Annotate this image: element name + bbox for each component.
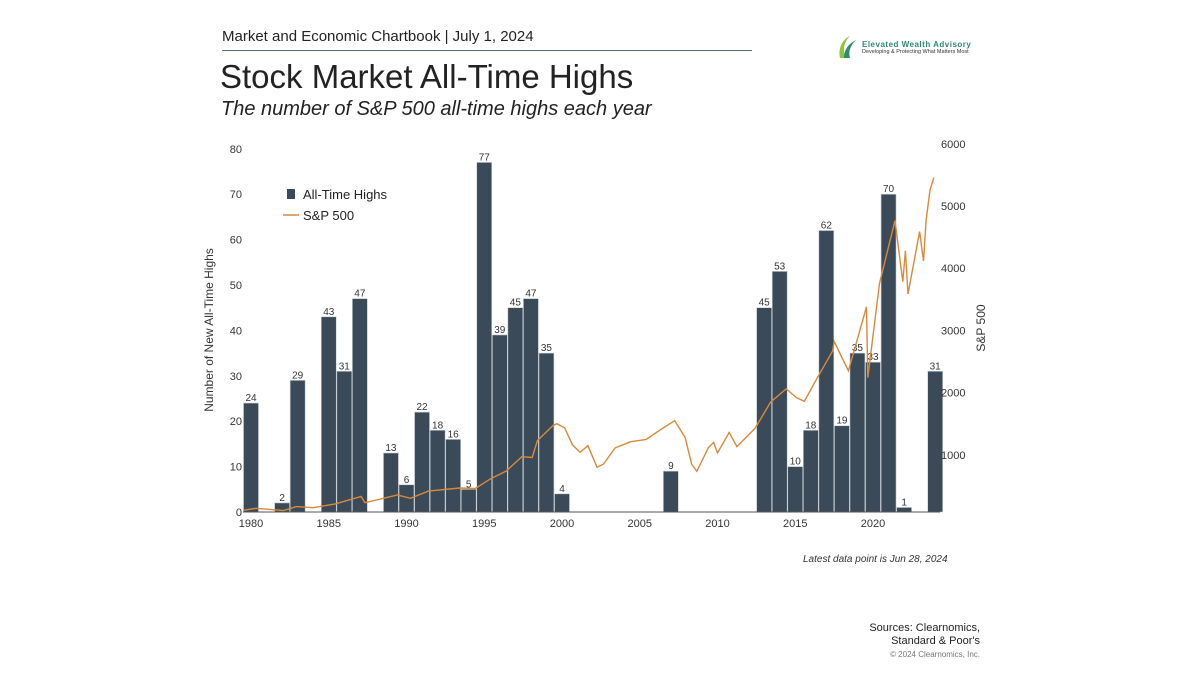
bar-label-1986: 31 [339, 361, 351, 372]
y-tick-20: 20 [230, 416, 242, 428]
y-tick-60: 60 [230, 235, 242, 247]
bar-label-1993: 16 [448, 429, 460, 440]
bar-label-1980: 24 [245, 393, 257, 404]
y-tick-0: 0 [236, 507, 242, 519]
x-tick-1995: 1995 [472, 518, 496, 530]
x-tick-2005: 2005 [628, 518, 652, 530]
y-tick-70: 70 [230, 189, 242, 201]
x-tick-2010: 2010 [705, 518, 729, 530]
copyright: © 2024 Clearnomics, Inc. [890, 650, 980, 659]
bar-label-1994: 5 [466, 479, 472, 490]
sp500-line [243, 177, 935, 512]
x-tick-1980: 1980 [239, 518, 263, 530]
bar-2007 [663, 470, 679, 513]
logo-tagline: Developing & Protecting What Matters Mos… [862, 48, 969, 55]
bar-label-1982: 2 [279, 493, 285, 504]
bar-1989 [383, 452, 399, 513]
bar-2021 [880, 193, 897, 513]
bar-label-1985: 43 [323, 307, 335, 318]
sources: Sources: Clearnomics, Standard & Poor's [869, 622, 980, 648]
bar-label-1997: 45 [510, 298, 522, 309]
bar-label-2024: 31 [930, 361, 942, 372]
bar-2013 [756, 307, 772, 513]
header-divider [222, 50, 752, 51]
bar-1993 [445, 439, 461, 513]
page-title: Stock Market All-Time Highs [220, 58, 634, 95]
bar-label-1998: 47 [525, 289, 537, 300]
leaf-logo-icon [839, 36, 856, 58]
legend-label-ath: All-Time Highs [303, 187, 388, 202]
y2-tick-6000: 6000 [941, 139, 965, 151]
bar-2014 [771, 271, 788, 513]
bar-1980 [243, 402, 259, 513]
page-subtitle: The number of S&P 500 all-time highs eac… [221, 98, 652, 120]
bar-label-1989: 13 [385, 443, 397, 454]
bar-label-1990: 6 [404, 475, 410, 486]
bar-label-1987: 47 [354, 289, 366, 300]
bar-1986 [336, 370, 353, 513]
bar-label-2020: 33 [867, 352, 879, 363]
bar-label-1991: 22 [416, 402, 428, 413]
x-tick-1985: 1985 [317, 518, 341, 530]
x-tick-1990: 1990 [394, 518, 418, 530]
y-tick-30: 30 [230, 371, 242, 383]
bar-label-2017: 62 [821, 221, 833, 232]
bar-2018 [834, 425, 850, 513]
logo: Elevated Wealth Advisory Developing & Pr… [836, 34, 971, 60]
y-axis-label: Number of New All-Time Highs [202, 248, 216, 412]
bar-1996 [491, 334, 508, 513]
bar-2019 [849, 352, 866, 513]
chartbook-header: Market and Economic Chartbook | July 1, … [222, 28, 534, 45]
bar-1991 [414, 411, 430, 513]
bar-label-2014: 53 [774, 261, 786, 272]
bar-1992 [429, 429, 446, 513]
y-tick-80: 80 [230, 144, 242, 156]
logo-name: Elevated Wealth Advisory [862, 39, 972, 49]
y-tick-10: 10 [230, 462, 242, 474]
x-tick-2015: 2015 [783, 518, 807, 530]
x-tick-2020: 2020 [861, 518, 885, 530]
bar-label-2018: 19 [836, 416, 848, 427]
y2-tick-2000: 2000 [941, 388, 965, 400]
bar-2015 [787, 466, 804, 513]
bar-label-2007: 9 [668, 461, 674, 472]
y2-tick-1000: 1000 [941, 450, 965, 462]
bar-label-1999: 35 [541, 343, 553, 354]
y2-axis-label: S&P 500 [974, 304, 988, 351]
sources-line2: Standard & Poor's [891, 635, 980, 647]
bar-label-2021: 70 [883, 184, 895, 195]
latest-data-note: Latest data point is Jun 28, 2024 [803, 554, 948, 565]
bar-1997 [507, 307, 524, 513]
bar-label-2016: 18 [805, 420, 817, 431]
bar-1983 [289, 380, 306, 513]
sources-line1: Sources: Clearnomics, [869, 622, 980, 634]
y-tick-50: 50 [230, 280, 242, 292]
x-tick-2000: 2000 [550, 518, 574, 530]
bar-1987 [352, 298, 368, 513]
y-tick-40: 40 [230, 325, 242, 337]
legend: All-Time Highs S&P 500 [283, 187, 388, 223]
bar-label-1995: 77 [479, 152, 491, 163]
bar-2016 [802, 429, 819, 513]
bar-label-1996: 39 [494, 325, 506, 336]
bar-2000 [554, 493, 570, 513]
bar-1998 [523, 298, 539, 513]
y2-tick-4000: 4000 [941, 263, 965, 275]
bar-label-2013: 45 [759, 298, 771, 309]
bar-2020 [865, 361, 881, 513]
bar-label-2022: 1 [901, 497, 907, 508]
bar-label-2015: 10 [790, 457, 802, 468]
legend-bar-swatch [287, 189, 295, 199]
y2-tick-3000: 3000 [941, 325, 965, 337]
legend-label-sp500: S&P 500 [303, 208, 354, 223]
bar-1985 [320, 316, 337, 513]
bar-1994 [460, 488, 477, 513]
bar-label-1983: 29 [292, 370, 304, 381]
bar-1995 [476, 162, 493, 513]
bar-label-1992: 18 [432, 420, 444, 431]
bar-label-2000: 4 [559, 484, 565, 495]
bar-label-2019: 35 [852, 343, 864, 354]
y2-tick-5000: 5000 [941, 201, 965, 213]
